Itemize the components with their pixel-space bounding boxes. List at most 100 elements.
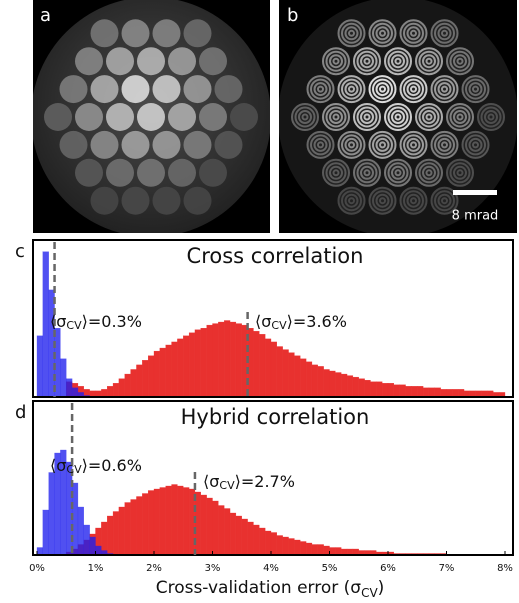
spot (168, 47, 196, 76)
ring (294, 106, 316, 128)
bar (183, 487, 190, 556)
bar (165, 485, 172, 556)
bar (229, 321, 237, 398)
bar (48, 472, 55, 556)
ring (394, 113, 402, 121)
spot (90, 130, 119, 159)
bar (71, 387, 79, 398)
ring (317, 141, 324, 149)
bar (335, 372, 342, 398)
ring (410, 85, 417, 93)
ring (449, 106, 471, 128)
ring (422, 54, 436, 69)
annotation: ⟨σCV⟩=0.3% (50, 312, 142, 333)
ring (322, 47, 350, 76)
x-axis-label-part: ) (378, 578, 385, 598)
spot (199, 47, 227, 76)
bar (147, 355, 155, 398)
bar (42, 509, 49, 556)
ring (391, 54, 405, 69)
x-tick-label: 5% (322, 563, 338, 574)
spot (106, 158, 134, 187)
ring (425, 169, 433, 177)
spot (121, 75, 150, 104)
bar (159, 487, 166, 556)
bar (241, 518, 248, 556)
bar (194, 329, 201, 398)
bar (95, 545, 102, 556)
ring (446, 103, 474, 131)
ring (363, 57, 371, 65)
ring (456, 57, 464, 65)
bar (381, 383, 389, 398)
bar (253, 524, 260, 556)
ring (332, 57, 340, 65)
spot (137, 103, 165, 131)
ring (375, 137, 390, 152)
x-tick-label: 2% (146, 563, 162, 574)
annotation-part: ⟩=3.6% (287, 312, 347, 331)
ring (403, 190, 424, 212)
bar (288, 538, 295, 556)
bar (294, 355, 301, 398)
ring (456, 169, 464, 177)
ring (434, 190, 455, 212)
spot (152, 130, 181, 159)
ring (453, 110, 467, 124)
spot (75, 103, 103, 131)
chart-title: Hybrid correlation (181, 405, 370, 429)
ring (456, 113, 464, 121)
bar (428, 387, 435, 398)
ring (403, 134, 424, 156)
ring (379, 29, 386, 37)
ring (449, 50, 471, 72)
ring (425, 113, 433, 121)
ring (446, 47, 474, 76)
ring (310, 78, 331, 100)
ring (453, 165, 467, 180)
bar (399, 384, 406, 398)
spot (106, 103, 134, 131)
ring (399, 186, 428, 215)
bar (177, 485, 184, 556)
spot (199, 103, 227, 131)
bar (317, 366, 324, 398)
bar (200, 327, 207, 398)
ring (410, 197, 417, 205)
ring (310, 134, 331, 156)
ring (434, 78, 455, 100)
bar (130, 369, 137, 398)
ring (317, 85, 324, 93)
bar (288, 352, 295, 398)
bar (183, 335, 190, 398)
ring (353, 158, 381, 187)
bar (101, 521, 108, 556)
ring (430, 19, 459, 48)
bar (206, 497, 213, 556)
ring (461, 75, 490, 104)
bar (212, 323, 219, 398)
ring (329, 54, 343, 69)
ring (325, 50, 347, 72)
bar (387, 383, 394, 398)
bar (434, 387, 441, 398)
bar (42, 251, 49, 398)
ring (379, 85, 386, 93)
bar (107, 386, 114, 398)
annotation-sub: CV (219, 479, 235, 492)
ring (472, 85, 479, 93)
bar (171, 484, 178, 556)
spot (152, 186, 181, 215)
bar (107, 515, 114, 556)
ring (360, 54, 374, 69)
bar (264, 530, 272, 556)
bar (112, 383, 120, 398)
spot (90, 186, 119, 215)
spot (90, 19, 119, 48)
spot (214, 130, 243, 159)
ring (344, 26, 359, 41)
ring (399, 75, 428, 104)
ring (441, 141, 448, 149)
spot (75, 47, 103, 76)
